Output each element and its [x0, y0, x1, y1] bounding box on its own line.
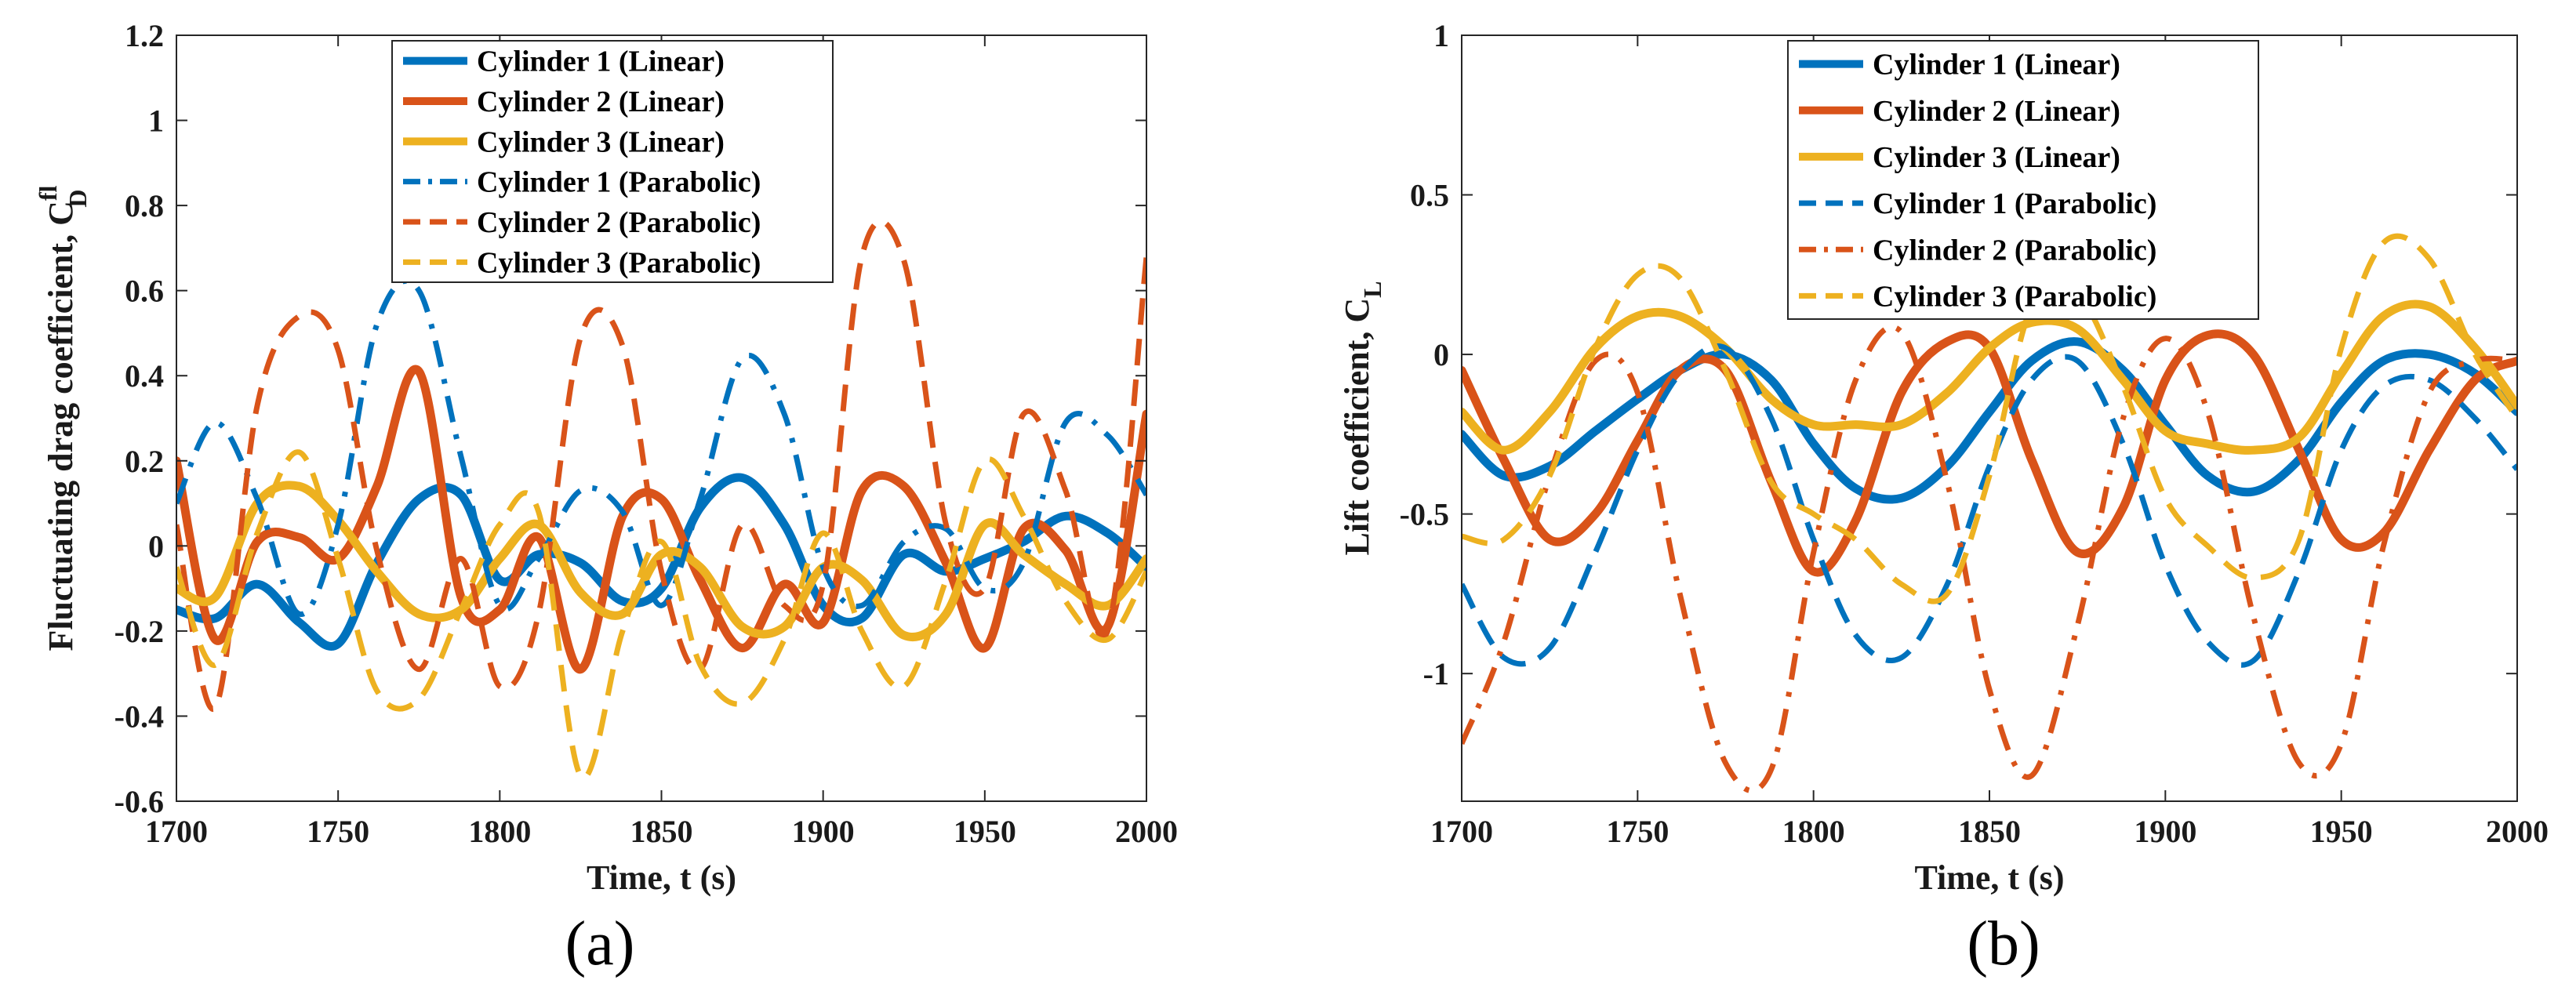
x-tick-label: 1750 — [1606, 814, 1669, 849]
plot-area — [176, 219, 1146, 781]
legend-entry: Cylinder 3 (Linear) — [1873, 141, 2120, 174]
series-line-3 — [1462, 299, 2517, 455]
y-tick-label: 0 — [148, 528, 164, 564]
x-tick-label: 1850 — [1958, 814, 2021, 849]
x-tick-label: 1750 — [307, 814, 369, 849]
series-line-2 — [1462, 329, 2517, 577]
y-tick-label: 0.8 — [125, 188, 164, 223]
legend-box — [1787, 40, 2259, 320]
x-tick-label: 1950 — [2310, 814, 2373, 849]
x-tick-label: 1800 — [1782, 814, 1845, 849]
y-axis-label-superscript: fl — [34, 185, 62, 201]
legend: Cylinder 1 (Linear) Cylinder 2 (Linear) Cy… — [1787, 40, 2259, 320]
y-tick-label: 1 — [148, 103, 164, 139]
panel-label: (b) — [1967, 909, 2040, 978]
x-tick-label: 2000 — [1115, 814, 1178, 849]
y-tick-label: -1 — [1423, 656, 1449, 691]
y-tick-label: -0.2 — [114, 614, 164, 649]
y-tick-label: -0.6 — [114, 784, 164, 819]
x-tick-label: 1950 — [954, 814, 1016, 849]
x-tick-label: 2000 — [2486, 814, 2549, 849]
legend-entry: Cylinder 2 (Parabolic) — [1873, 234, 2156, 267]
legend-entry: Cylinder 1 (Parabolic) — [477, 166, 761, 199]
y-tick-label: 0.4 — [125, 358, 164, 394]
y-tick-label: 1 — [1433, 18, 1449, 53]
series-line-5 — [176, 219, 1146, 713]
legend-entry: Cylinder 3 (Parabolic) — [1873, 280, 2156, 313]
y-tick-label: 1.2 — [125, 18, 164, 53]
chart-panel-b: 1700 1750 1800 1850 1900 1950 2000 -1 -0.5 0 0.5 1 T… — [1338, 18, 2549, 978]
series-line-1 — [176, 473, 1146, 651]
x-tick-label: 1800 — [468, 814, 531, 849]
x-axis-label: Time, t (s) — [1914, 858, 2064, 897]
y-tick-label: -0.5 — [1400, 497, 1449, 532]
legend-entry: Cylinder 2 (Linear) — [1873, 95, 2120, 128]
series-line-4 — [1462, 343, 2517, 668]
y-tick-label: 0.6 — [125, 274, 164, 309]
series-line-6 — [1462, 233, 2517, 604]
legend-entry: Cylinder 3 (Parabolic) — [477, 246, 761, 279]
legend-entry: Cylinder 2 (Parabolic) — [477, 206, 761, 239]
y-tick-label: 0.2 — [125, 444, 164, 479]
series-line-4 — [176, 278, 1146, 617]
x-tick-label: 1700 — [145, 814, 208, 849]
x-tick-label: 1900 — [792, 814, 855, 849]
series-line-2 — [176, 365, 1146, 674]
y-axis-label: Fluctuating drag coefficient, CflD — [34, 185, 92, 651]
y-tick-label: -0.4 — [114, 699, 164, 734]
y-axis-label: Lift coefficient, CL — [1338, 281, 1386, 556]
plot-area — [1462, 233, 2517, 794]
x-tick-label: 1900 — [2134, 814, 2196, 849]
legend-entry: Cylinder 3 (Linear) — [477, 125, 725, 158]
x-tick-label: 1700 — [1430, 814, 1493, 849]
y-axis-label-subscript: L — [1358, 281, 1386, 298]
legend-entry: Cylinder 1 (Linear) — [477, 45, 725, 78]
series-line-6 — [176, 449, 1146, 781]
x-tick-label: 1850 — [630, 814, 693, 849]
legend: Cylinder 1 (Linear) Cylinder 2 (Linear) Cy… — [391, 40, 834, 283]
legend-entry: Cylinder 2 (Linear) — [477, 85, 725, 118]
y-tick-label: 0 — [1433, 337, 1449, 372]
y-axis-label-subscript: D — [64, 189, 92, 207]
x-axis-label: Time, t (s) — [587, 858, 736, 897]
legend-box — [391, 40, 834, 283]
series-line-5 — [1462, 324, 2517, 794]
y-tick-label: 0.5 — [1410, 178, 1449, 213]
chart-panel-a: 1700 1750 1800 1850 1900 1950 2000 -0.6 -0.4 -0.2… — [34, 18, 1178, 978]
legend-entry: Cylinder 1 (Linear) — [1873, 49, 2120, 82]
legend-entry: Cylinder 1 (Parabolic) — [1873, 187, 2156, 220]
panel-label: (a) — [565, 909, 635, 978]
